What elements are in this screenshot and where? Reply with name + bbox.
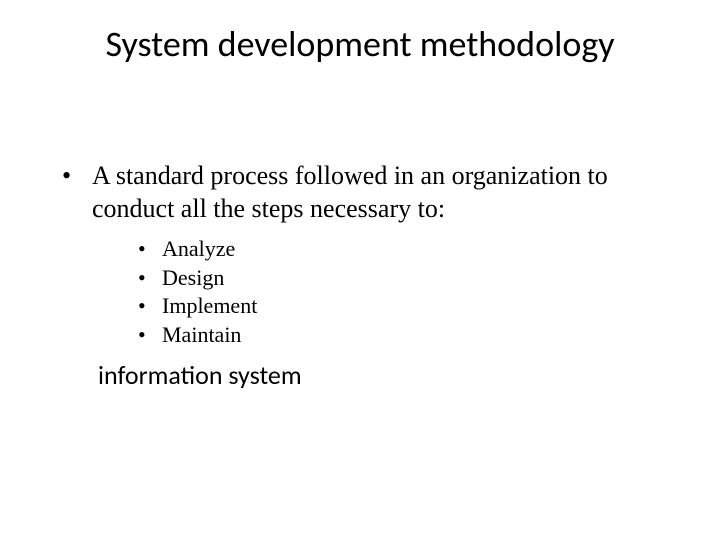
sub-bullet-text: Analyze (162, 235, 235, 264)
sub-bullet-text: Maintain (162, 321, 241, 350)
bullet-level1: • A standard process followed in an orga… (60, 160, 670, 225)
bullet-marker: • (138, 264, 162, 293)
slide: System development methodology • A stand… (0, 0, 720, 540)
sub-bullet-item: • Maintain (138, 321, 670, 350)
sub-bullet-list: • Analyze • Design • Implement • Maintai… (138, 235, 670, 349)
bullet-marker: • (138, 292, 162, 321)
sub-bullet-item: • Implement (138, 292, 670, 321)
bullet-text: A standard process followed in an organi… (92, 160, 670, 225)
closing-text: information system (98, 359, 670, 391)
sub-bullet-text: Implement (162, 292, 257, 321)
bullet-marker: • (138, 321, 162, 350)
bullet-marker: • (60, 160, 92, 225)
sub-bullet-item: • Analyze (138, 235, 670, 264)
slide-body: • A standard process followed in an orga… (60, 160, 670, 391)
sub-bullet-item: • Design (138, 264, 670, 293)
bullet-marker: • (138, 235, 162, 264)
slide-title: System development methodology (0, 0, 720, 66)
sub-bullet-text: Design (162, 264, 224, 293)
